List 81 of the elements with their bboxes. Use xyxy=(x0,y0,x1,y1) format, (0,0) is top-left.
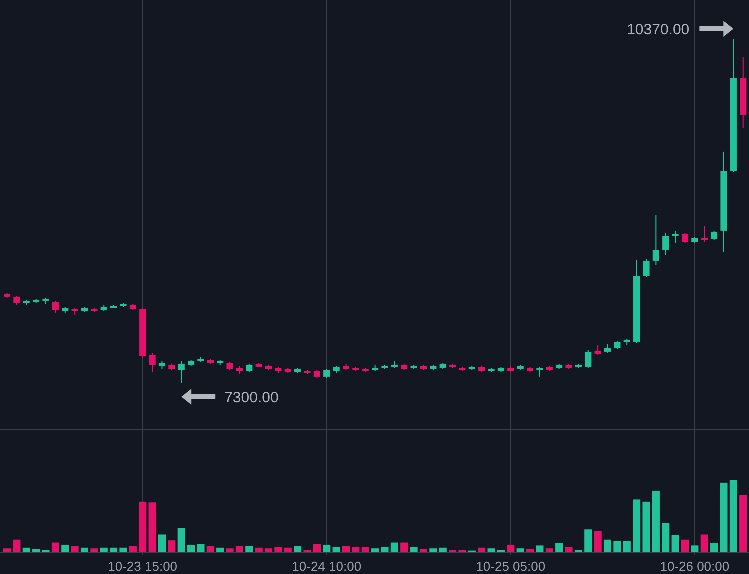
candlestick xyxy=(536,366,544,378)
candlestick xyxy=(594,344,602,356)
bar xyxy=(129,546,137,553)
bar xyxy=(458,550,466,553)
bar xyxy=(158,534,166,553)
candlestick xyxy=(14,295,20,306)
bar xyxy=(652,490,660,553)
bar xyxy=(507,544,515,553)
candlestick xyxy=(643,258,650,278)
bar xyxy=(13,540,21,553)
candlestick xyxy=(149,352,156,373)
bar xyxy=(246,546,254,553)
bar xyxy=(362,547,370,553)
bar xyxy=(672,535,680,553)
candlestick xyxy=(178,360,185,384)
bar xyxy=(332,547,340,553)
candlestick xyxy=(585,350,592,368)
bar xyxy=(168,540,176,553)
bar xyxy=(410,547,418,553)
bar xyxy=(90,548,98,553)
annotation: 7300.00 xyxy=(224,390,279,406)
bar xyxy=(52,542,60,553)
candlestick xyxy=(701,226,708,243)
bar xyxy=(594,531,602,553)
bar xyxy=(681,540,690,553)
bar xyxy=(342,546,350,553)
bar xyxy=(323,544,331,553)
bar xyxy=(178,528,186,553)
candlestick xyxy=(662,232,670,256)
bar xyxy=(206,546,214,553)
bar xyxy=(700,534,708,553)
bar xyxy=(352,547,360,553)
x-tick-label: 10-23 15:00 xyxy=(108,559,178,574)
bar xyxy=(71,546,79,553)
bar xyxy=(720,482,728,553)
bar xyxy=(381,547,389,553)
bar xyxy=(565,547,573,553)
bar xyxy=(226,548,234,553)
bar xyxy=(139,502,147,553)
annotation: 10370.00 xyxy=(627,22,690,38)
x-tick-label: 10-25 05:00 xyxy=(476,559,546,574)
bar xyxy=(294,546,302,553)
bar xyxy=(236,546,244,553)
x-tick-label: 10-26 00:00 xyxy=(660,559,730,574)
bar xyxy=(604,540,612,553)
bar xyxy=(536,546,544,553)
bar xyxy=(623,541,631,553)
bar xyxy=(400,542,408,553)
bar xyxy=(662,523,670,553)
bar xyxy=(614,541,622,553)
candlestick xyxy=(711,230,718,241)
bar xyxy=(546,548,554,553)
bar xyxy=(584,530,592,553)
bar xyxy=(304,550,312,553)
bar xyxy=(188,544,196,553)
bar xyxy=(148,502,156,553)
bar xyxy=(42,550,50,553)
bar xyxy=(197,544,205,553)
bar xyxy=(740,495,748,553)
bar xyxy=(556,544,564,553)
bar xyxy=(516,548,524,553)
candlestick xyxy=(682,232,689,244)
bar xyxy=(488,548,496,553)
x-tick-label: 10-24 10:00 xyxy=(292,559,362,574)
bar xyxy=(120,548,128,553)
bar xyxy=(264,548,273,553)
bar xyxy=(710,544,718,553)
candlestick xyxy=(652,214,660,266)
bar xyxy=(372,548,380,553)
bar xyxy=(730,480,738,553)
bar xyxy=(633,500,641,553)
bar xyxy=(313,544,321,553)
bar xyxy=(430,548,438,553)
bar xyxy=(390,542,398,553)
candlestick xyxy=(672,230,679,244)
bar xyxy=(642,502,650,553)
bar xyxy=(3,548,12,553)
bar xyxy=(62,544,70,553)
bar xyxy=(691,546,699,553)
candlestick xyxy=(52,300,59,314)
bar xyxy=(274,547,282,553)
